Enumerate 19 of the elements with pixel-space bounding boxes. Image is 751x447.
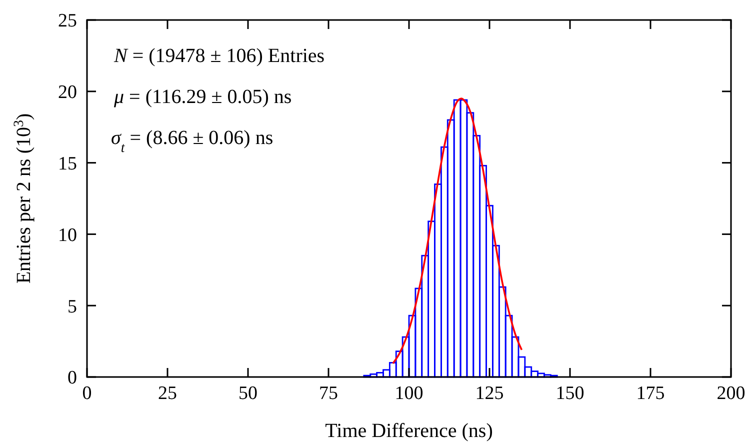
annotation: N = (19478 ± 106) Entries — [113, 45, 325, 67]
y-tick-label: 0 — [68, 368, 77, 389]
x-tick-label: 50 — [238, 383, 258, 404]
y-tick-label: 10 — [58, 224, 77, 246]
x-tick-label: 0 — [82, 383, 92, 404]
x-tick-label: 125 — [475, 383, 504, 404]
x-tick-label: 150 — [556, 383, 584, 404]
y-tick-label: 5 — [68, 296, 77, 318]
x-tick-label: 25 — [158, 383, 177, 404]
x-tick-label: 100 — [394, 383, 424, 404]
x-tick-label: 200 — [716, 383, 746, 404]
annotation: σ$_{t}$ = (8.66 ± 0.06) ns — [111, 127, 274, 156]
annotation: μ = (116.29 ± 0.05) ns — [113, 86, 292, 108]
x-tick-label: 175 — [636, 383, 665, 404]
y-tick-label: 25 — [58, 10, 77, 32]
y-tick-label: 15 — [58, 153, 77, 174]
x-axis-title: Time Difference (ns) — [325, 420, 493, 442]
x-tick-label: 75 — [319, 383, 338, 404]
y-tick-label: 20 — [58, 82, 77, 104]
